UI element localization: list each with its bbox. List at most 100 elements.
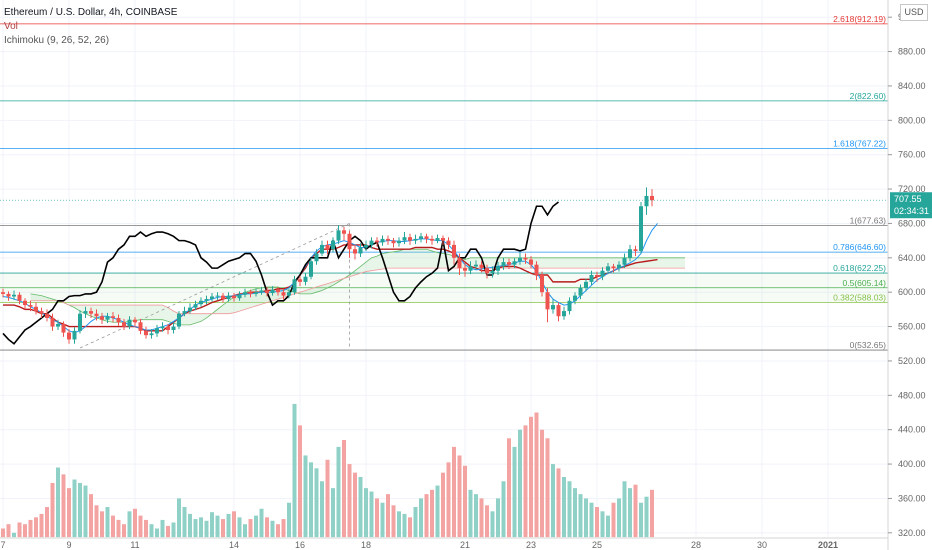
candle-body — [490, 270, 495, 274]
volume-bar — [441, 472, 445, 538]
candle-body — [12, 294, 16, 297]
volume-bar — [287, 502, 291, 538]
x-tick-label: 30 — [757, 540, 767, 550]
fib-label: 2(822.60) — [850, 91, 887, 101]
volume-bar — [578, 494, 583, 538]
candle-body — [303, 276, 308, 282]
last-price-value: 707.55 — [894, 194, 922, 204]
y-tick-label: 560.00 — [898, 322, 926, 332]
volume-bar — [6, 524, 11, 538]
volume-bar — [622, 481, 627, 538]
candle-body — [562, 311, 566, 317]
volume-bar — [534, 412, 539, 538]
symbol-title[interactable]: Ethereum / U.S. Dollar, 4h, COINBASE — [4, 7, 178, 18]
candle-body — [424, 236, 429, 239]
candle-body — [276, 289, 280, 293]
candle-body — [160, 326, 165, 329]
candle-body — [116, 317, 121, 323]
y-tick-label: 440.00 — [898, 425, 926, 435]
x-tick-label: 7 — [0, 540, 5, 550]
candle-body — [501, 262, 506, 267]
currency-button[interactable]: USD — [900, 4, 928, 21]
volume-bar — [248, 519, 253, 538]
volume-bar — [589, 502, 594, 538]
volume-bar — [138, 515, 143, 538]
candle-body — [435, 238, 440, 241]
candle-body — [17, 294, 22, 301]
price-axis[interactable]: 320.00 360.00 400.00 440.00 480.00 520.00 560.… — [887, 0, 926, 550]
candle-body — [364, 244, 368, 248]
volume-bar — [424, 494, 429, 538]
volume-bar — [67, 488, 71, 538]
y-tick-label: 320.00 — [898, 528, 926, 538]
candle-body — [248, 292, 253, 294]
volume-bar — [116, 519, 121, 538]
candle-body — [193, 304, 198, 308]
volume-bar — [650, 489, 654, 538]
volume-bar — [210, 512, 214, 538]
volume-bar — [149, 524, 154, 538]
candle-body — [50, 317, 55, 327]
candle-body — [111, 316, 115, 318]
volume-bar — [276, 524, 280, 538]
candle-body — [485, 268, 489, 274]
bar-countdown: 02:34:31 — [894, 206, 929, 216]
volume-bar — [452, 446, 456, 538]
volume-bar — [226, 513, 231, 538]
volume-bar — [380, 502, 385, 538]
candle-body — [215, 295, 220, 297]
y-tick-label: 640.00 — [898, 253, 926, 263]
volume-bar — [133, 508, 137, 538]
candle-body — [644, 195, 649, 207]
volume-bar — [215, 515, 220, 538]
ichimoku-legend[interactable]: Ichimoku (9, 26, 52, 26) — [4, 35, 110, 46]
candle-body — [265, 290, 269, 294]
candle-body — [540, 275, 544, 293]
volume-bar — [419, 498, 423, 538]
y-tick-label: 880.00 — [898, 47, 926, 57]
y-tick-label: 800.00 — [898, 115, 926, 125]
candle-body — [336, 230, 341, 241]
candle-body — [496, 266, 500, 271]
candle-body — [446, 240, 451, 245]
candle-body — [166, 326, 170, 330]
volume-bar — [298, 425, 302, 538]
volume-legend[interactable]: Vol — [4, 21, 18, 32]
volume-bar — [204, 520, 209, 538]
volume-bar — [600, 511, 605, 538]
candle-body — [56, 323, 60, 327]
candle-body — [67, 332, 71, 340]
volume-bar — [364, 488, 368, 538]
y-tick-label: 720.00 — [898, 184, 926, 194]
candle-body — [144, 330, 148, 336]
volume-bar — [100, 511, 104, 538]
fib-label: 1(677.63) — [850, 215, 887, 225]
candle-body — [534, 264, 539, 275]
candle-body — [94, 313, 99, 317]
volume-bar — [309, 462, 313, 538]
candle-body — [83, 311, 88, 314]
candle-body — [606, 266, 610, 271]
candle-body — [1, 292, 5, 294]
volume-bar — [221, 519, 225, 538]
volume-bar — [353, 472, 357, 538]
candle-body — [127, 319, 132, 327]
volume-bar — [479, 498, 484, 538]
candle-body — [468, 266, 473, 271]
candlesticks — [1, 187, 654, 344]
candle-body — [512, 261, 517, 265]
volume-bar — [160, 519, 165, 538]
volume-bar — [105, 507, 110, 538]
candle-body — [72, 330, 77, 340]
time-axis[interactable]: 7 9 11 14 16 18 21 23 25 28 30 2021 — [0, 537, 888, 550]
volume-bar — [12, 532, 16, 538]
candle-body — [650, 195, 654, 201]
candle-body — [210, 296, 214, 300]
candle-body — [232, 295, 236, 299]
volume-bar — [320, 481, 324, 538]
candle-body — [199, 300, 203, 305]
x-tick-label: 18 — [361, 540, 371, 550]
candle-body — [556, 305, 561, 317]
candle-body — [408, 237, 412, 241]
